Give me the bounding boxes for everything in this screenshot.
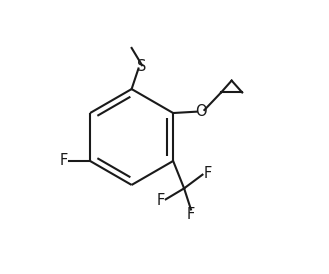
Text: F: F [60, 153, 68, 169]
Text: F: F [203, 166, 212, 181]
Text: F: F [187, 207, 195, 222]
Text: O: O [195, 104, 206, 119]
Text: S: S [137, 59, 147, 74]
Text: F: F [157, 193, 165, 208]
